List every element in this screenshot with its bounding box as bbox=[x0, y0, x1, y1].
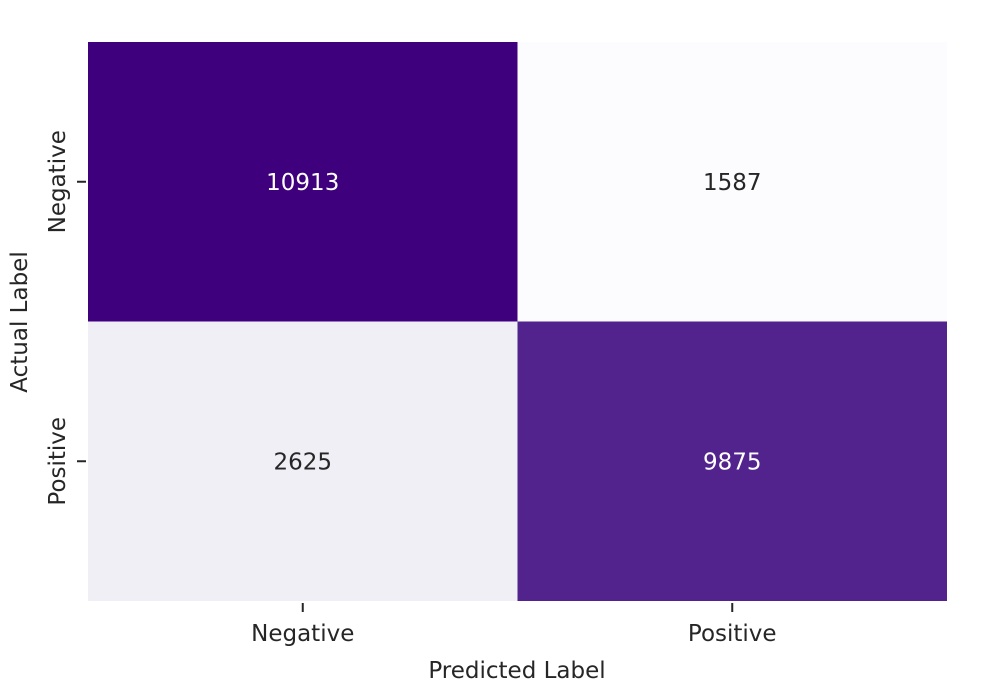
cell-value-r0-c1: 1587 bbox=[703, 170, 762, 196]
heatmap-cell-labels: 10913 1587 2625 9875 bbox=[266, 170, 761, 476]
cell-value-r1-c0: 2625 bbox=[273, 449, 332, 475]
heatmap-cell-r0-c0 bbox=[88, 42, 518, 322]
x-tick-label-1: Positive bbox=[688, 621, 777, 647]
x-tick-label-0: Negative bbox=[251, 621, 354, 647]
heatmap-cell-r0-c1 bbox=[517, 42, 947, 322]
heatmap-cell-r1-c1 bbox=[517, 321, 947, 601]
y-tick-label-1: Positive bbox=[45, 417, 71, 506]
y-axis-ticks: Negative Positive bbox=[45, 130, 86, 506]
x-axis-ticks: Negative Positive bbox=[251, 603, 777, 647]
y-axis-label: Actual Label bbox=[7, 251, 33, 392]
cell-value-r0-c0: 10913 bbox=[266, 170, 339, 196]
x-axis-label: Predicted Label bbox=[428, 658, 605, 684]
y-tick-label-0: Negative bbox=[45, 130, 71, 233]
cell-value-r1-c1: 9875 bbox=[703, 449, 762, 475]
heatmap-cells bbox=[88, 42, 947, 601]
heatmap-cell-r1-c0 bbox=[88, 321, 518, 601]
